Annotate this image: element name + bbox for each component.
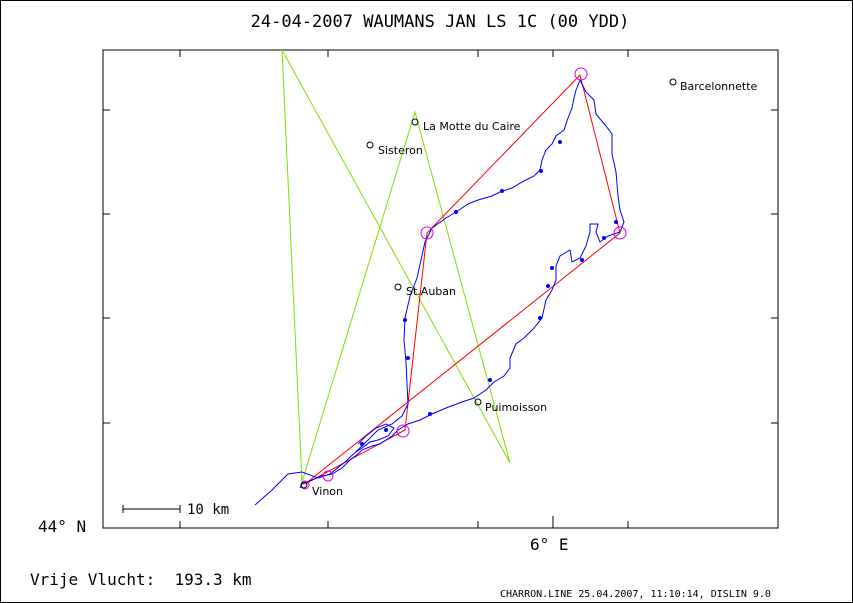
place-label: St.Auban — [406, 285, 456, 298]
town-marker-icon — [411, 118, 419, 126]
town-marker-icon — [366, 141, 374, 149]
place-vinon: Vinon — [300, 481, 343, 498]
credits-text: CHARRON.LINE 25.04.2007, 11:10:14, DISLI… — [500, 589, 771, 600]
flight-track-detail — [355, 423, 395, 453]
scale-bar: 10 km — [122, 502, 229, 518]
place-puimoisson: Puimoisson — [474, 398, 547, 414]
latitude-label: 44° N — [38, 517, 86, 536]
longitude-label: 6° E — [530, 535, 569, 554]
place-sisteron: Sisteron — [366, 141, 423, 157]
chart-title: 24-04-2007 WAUMANS JAN LS 1C (00 YDD) — [251, 12, 630, 32]
place-la-motte-du-caire: La Motte du Caire — [411, 118, 521, 133]
town-marker-icon — [669, 78, 677, 86]
turnpoint-circles — [300, 67, 627, 490]
town-marker-icon — [394, 283, 402, 291]
town-marker-icon — [474, 398, 482, 406]
axis-ticks — [103, 50, 778, 528]
track-fixes — [360, 140, 618, 446]
place-label: Barcelonnette — [680, 80, 758, 93]
place-label: Sisteron — [378, 144, 423, 157]
place-label: Puimoisson — [485, 401, 547, 414]
scale-bar-label: 10 km — [187, 502, 229, 518]
place-st-auban: St.Auban — [394, 283, 456, 298]
town-marker-icon — [300, 481, 308, 489]
place-label: Vinon — [312, 485, 343, 498]
declared-course-line — [281, 49, 511, 483]
place-barcelonnette: Barcelonnette — [669, 78, 758, 93]
distance-label: Vrije Vlucht: 193.3 km — [30, 570, 252, 589]
place-label: La Motte du Caire — [423, 120, 521, 133]
plot-frame — [102, 49, 779, 529]
task-course-line — [304, 74, 621, 485]
